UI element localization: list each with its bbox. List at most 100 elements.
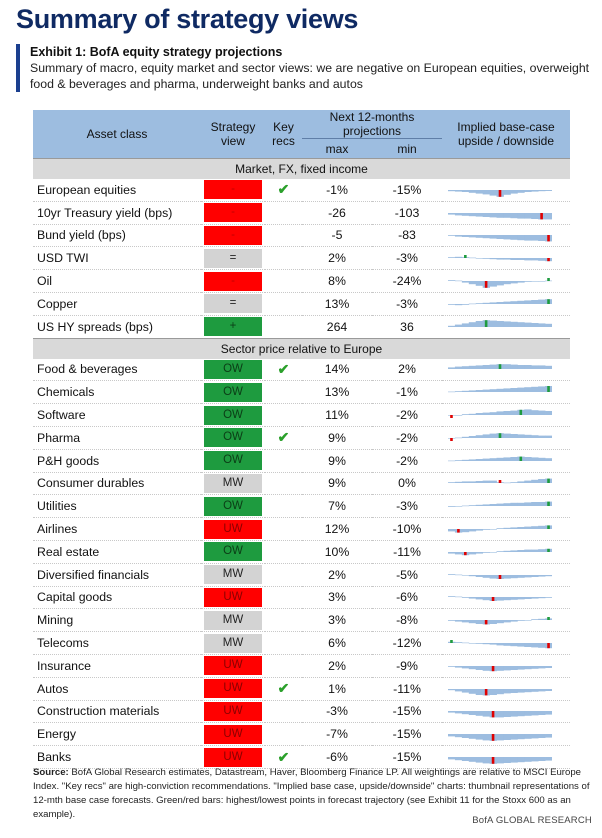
high-point-marker xyxy=(519,456,523,461)
sparkline-bar xyxy=(531,734,539,739)
sparkline-chart xyxy=(448,617,552,625)
sparkline-bar xyxy=(448,460,456,461)
sparkline-bar xyxy=(468,235,477,238)
sparkline-bar xyxy=(503,235,511,240)
sparkline-bar xyxy=(454,734,463,738)
sparkline-bar xyxy=(482,597,490,601)
key-rec-cell: ✔ xyxy=(265,358,302,382)
sparkline-bar xyxy=(538,619,546,621)
sparkline-bar xyxy=(461,642,470,644)
projection-max: 10% xyxy=(302,540,372,564)
key-rec-cell xyxy=(265,540,302,564)
checkmark-icon: ✔ xyxy=(277,360,290,377)
sparkline-bar xyxy=(531,299,539,304)
key-rec-cell xyxy=(265,608,302,633)
sparkline-bar xyxy=(448,212,456,215)
sparkline-bar xyxy=(454,665,463,668)
sparkline-bar xyxy=(468,734,477,740)
asset-name: European equities xyxy=(33,179,201,202)
strategy-view-badge: - xyxy=(204,180,262,200)
strategy-view-cell: - xyxy=(201,201,265,225)
sparkline-bar xyxy=(475,303,484,304)
sparkline-bar xyxy=(489,433,497,438)
sparkline-cell xyxy=(442,380,570,405)
sparkline-bar xyxy=(510,643,518,647)
sparkline-chart xyxy=(448,278,552,288)
sparkline-bar xyxy=(503,321,511,327)
sparkline-bar xyxy=(454,551,463,555)
sparkline-bar xyxy=(448,573,456,575)
key-rec-cell xyxy=(265,517,302,541)
sparkline-bar xyxy=(510,574,518,578)
sparkline-bar xyxy=(531,502,539,507)
sparkline-bar xyxy=(475,529,484,531)
strategy-view-cell: MW xyxy=(201,563,265,587)
projection-min: -2% xyxy=(372,426,442,450)
sparkline-bar xyxy=(461,459,470,461)
sparkline-bar xyxy=(454,367,463,370)
sparkline-bar xyxy=(489,302,497,304)
sparkline-chart xyxy=(448,189,552,197)
sparkline-bar xyxy=(461,529,470,533)
sparkline-bar xyxy=(454,415,463,416)
sparkline-bar xyxy=(545,457,552,461)
sparkline-bar xyxy=(496,711,504,718)
table-row: Chemicals OW 13% -1% xyxy=(33,380,570,405)
high-point-marker xyxy=(547,548,550,552)
sparkline-bar xyxy=(531,322,539,327)
sparkline-bar xyxy=(475,413,484,416)
sparkline-bar xyxy=(517,665,525,670)
sparkline-cell xyxy=(442,224,570,248)
low-point-marker xyxy=(540,212,543,220)
sparkline-bar xyxy=(482,212,490,217)
high-point-marker xyxy=(519,409,523,416)
checkmark-icon: ✔ xyxy=(277,748,290,765)
sparkline-bar xyxy=(468,303,477,305)
sparkline-bar xyxy=(475,551,484,554)
sparkline-bar xyxy=(482,551,490,553)
sparkline-bar xyxy=(503,757,511,764)
sparkline-bar xyxy=(524,281,532,282)
strategy-view-badge: UW xyxy=(204,519,262,539)
sparkline-bar xyxy=(524,597,532,600)
high-point-marker xyxy=(498,433,502,438)
strategy-view-badge: OW xyxy=(204,382,262,402)
sparkline-bar xyxy=(482,643,490,645)
projection-min: -15% xyxy=(372,722,442,747)
low-point-marker xyxy=(498,480,502,484)
sparkline-bar xyxy=(545,665,552,668)
sparkline-bar xyxy=(510,281,518,284)
strategy-view-cell: - xyxy=(201,269,265,293)
high-point-marker xyxy=(547,479,550,484)
sparkline-bar xyxy=(475,235,484,239)
key-rec-cell xyxy=(265,269,302,293)
sparkline-bar xyxy=(503,281,511,285)
sparkline-bar xyxy=(482,189,490,195)
sparkline-bar xyxy=(510,665,518,670)
table-row: P&H goods OW 9% -2% xyxy=(33,449,570,473)
table-row: USD TWI = 2% -3% xyxy=(33,246,570,271)
projection-min: -24% xyxy=(372,269,442,293)
sparkline-bar xyxy=(461,505,470,507)
asset-name: Banks xyxy=(33,745,201,769)
key-rec-cell xyxy=(265,494,302,519)
sparkline-bar xyxy=(461,414,470,416)
table-row: US HY spreads (bps) +264 36 xyxy=(33,315,570,339)
sparkline-chart xyxy=(448,255,552,262)
sparkline-bar xyxy=(468,212,477,216)
sparkline-bar xyxy=(503,433,511,438)
footnote: Source: BofA Global Research estimates, … xyxy=(33,766,593,822)
sparkline-bar xyxy=(496,757,504,764)
sparkline-bar xyxy=(475,189,484,194)
sparkline-bar xyxy=(538,435,546,438)
sparkline-bar xyxy=(510,321,518,327)
projection-min: -3% xyxy=(372,292,442,316)
asset-name: Capital goods xyxy=(33,586,201,610)
sparkline-bar xyxy=(524,322,532,327)
sparkline-bar xyxy=(545,212,552,220)
sparkline-bar xyxy=(489,504,497,507)
sparkline-bar xyxy=(496,320,504,327)
sparkline-bar xyxy=(475,665,484,670)
strategy-view-cell: OW xyxy=(201,494,265,519)
sparkline-bar xyxy=(503,411,511,416)
